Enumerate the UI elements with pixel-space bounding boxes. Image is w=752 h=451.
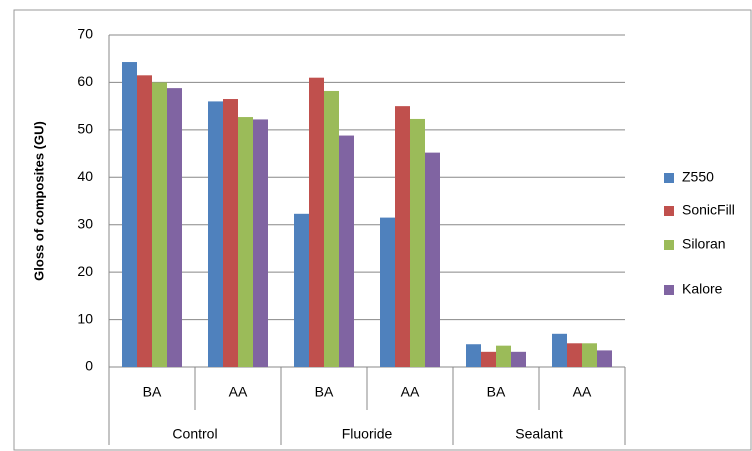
y-tick-label: 0 <box>85 358 93 374</box>
bar <box>410 118 425 367</box>
group-label: Fluoride <box>342 426 393 442</box>
bar <box>238 117 253 368</box>
bar <box>380 217 395 367</box>
bar <box>496 345 511 367</box>
bar <box>253 119 268 368</box>
x-tick-label: BA <box>315 384 334 400</box>
x-tick-label: AA <box>573 384 592 400</box>
legend-label: Z550 <box>682 169 714 185</box>
y-tick-label: 20 <box>77 263 93 279</box>
bar <box>395 106 410 368</box>
legend-label: SonicFill <box>682 202 735 218</box>
bar <box>223 99 238 368</box>
group-label: Control <box>172 426 217 442</box>
bar <box>425 152 440 367</box>
y-tick-label: 60 <box>77 73 93 89</box>
y-tick-label: 50 <box>77 121 93 137</box>
bar <box>481 351 496 367</box>
bar <box>511 351 526 367</box>
legend-swatch <box>664 240 674 250</box>
y-axis-title: Gloss of composites (GU) <box>31 121 46 281</box>
bar <box>152 82 167 367</box>
bar <box>567 343 582 367</box>
y-tick-label: 30 <box>77 215 93 231</box>
legend-swatch <box>664 285 674 295</box>
bar <box>122 62 137 367</box>
bar <box>324 90 339 368</box>
legend-label: Siloran <box>682 236 726 252</box>
bar <box>339 135 354 367</box>
x-tick-label: BA <box>143 384 162 400</box>
legend-swatch <box>664 173 674 183</box>
bar <box>597 350 612 367</box>
group-label: Sealant <box>515 426 563 442</box>
bar <box>208 101 223 368</box>
x-tick-label: AA <box>229 384 248 400</box>
y-tick-label: 70 <box>77 26 93 42</box>
x-tick-label: BA <box>487 384 506 400</box>
bar <box>167 88 182 368</box>
legend-label: Kalore <box>682 281 723 297</box>
bar <box>309 77 324 367</box>
x-tick-label: AA <box>401 384 420 400</box>
bar <box>552 333 567 367</box>
bar <box>582 343 597 367</box>
y-tick-label: 10 <box>77 310 93 326</box>
legend-swatch <box>664 206 674 216</box>
bar <box>466 344 481 367</box>
y-tick-label: 40 <box>77 168 93 184</box>
bar <box>137 75 152 368</box>
bar <box>294 213 309 367</box>
